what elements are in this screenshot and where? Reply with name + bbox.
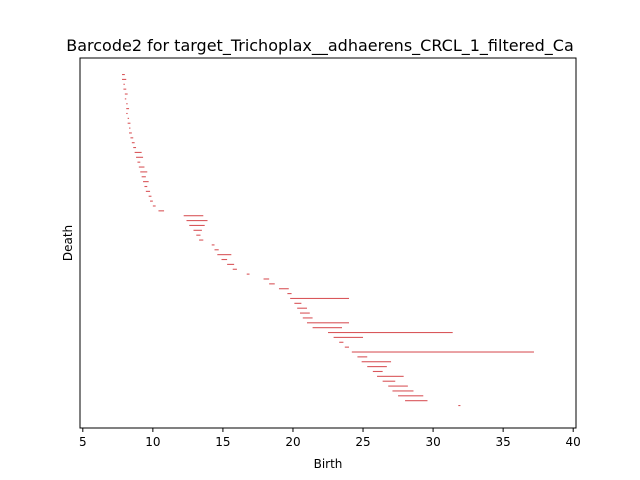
- y-axis-label: Death: [61, 225, 75, 261]
- x-tick-label: 25: [355, 435, 370, 449]
- barcode-bar: [193, 229, 202, 231]
- x-tick-label: 10: [145, 435, 160, 449]
- barcode-bar: [214, 249, 219, 251]
- barcode-bar: [129, 127, 131, 129]
- barcode-bar: [144, 185, 148, 188]
- barcode-bar: [137, 161, 141, 163]
- barcode-bar: [124, 93, 128, 95]
- barcode-bar: [148, 195, 152, 197]
- barcode-bar: [145, 190, 151, 192]
- barcode-bar: [297, 307, 307, 309]
- barcode-bar: [294, 302, 302, 304]
- x-tick-label: 20: [285, 435, 300, 449]
- barcode-bar: [131, 142, 135, 144]
- x-tick-label: 30: [425, 435, 440, 449]
- barcode-bar: [189, 224, 205, 226]
- barcode-bar: [122, 78, 127, 80]
- barcode-bar: [211, 244, 215, 246]
- barcode-bar: [269, 283, 275, 285]
- barcode-bar: [217, 254, 232, 256]
- barcode-bar: [392, 390, 414, 392]
- plot-frame: [79, 57, 577, 429]
- barcode-bar: [221, 258, 228, 261]
- x-axis-label: Birth: [314, 457, 343, 471]
- barcode-bar: [126, 112, 128, 115]
- barcode-bar: [312, 327, 343, 329]
- barcode-bar: [306, 322, 350, 324]
- bars-group: [122, 74, 534, 407]
- barcode-bar: [361, 361, 392, 363]
- barcode-bar: [133, 147, 137, 149]
- barcode-bar: [124, 98, 127, 100]
- x-tick-label: 35: [496, 435, 511, 449]
- barcode-bar: [140, 171, 148, 173]
- barcode-bar: [290, 297, 350, 300]
- barcode-bar: [143, 181, 149, 183]
- barcode-bar: [126, 108, 130, 110]
- barcode-bar: [372, 370, 383, 373]
- barcode-bar: [196, 234, 201, 236]
- barcode-bar: [158, 210, 165, 212]
- barcode-bar: [227, 263, 235, 265]
- x-tick-label: 5: [79, 435, 87, 449]
- barcode-bar: [246, 273, 250, 275]
- chart-title: Barcode2 for target_Trichoplax__adhaeren…: [66, 36, 574, 56]
- barcode-bar: [136, 156, 144, 158]
- barcode-bar: [199, 239, 204, 241]
- barcode-bar: [333, 336, 364, 338]
- x-axis: 5 10 15 20 25 30 35 40: [79, 428, 581, 449]
- barcode-bar: [382, 380, 396, 382]
- barcode-bar: [351, 351, 534, 353]
- barcode-bar: [405, 400, 428, 402]
- barcode-bar: [183, 215, 204, 217]
- barcode-bar: [141, 176, 146, 178]
- barcode-bar: [302, 317, 313, 319]
- barcode-bar: [130, 137, 134, 139]
- barcode-bar: [344, 346, 350, 348]
- x-tick-label: 15: [215, 435, 230, 449]
- barcode-bar: [263, 278, 270, 280]
- barcode-bar: [232, 268, 237, 270]
- barcode-bar: [152, 205, 156, 207]
- barcode-bar: [398, 395, 424, 397]
- barcode-bar: [127, 117, 130, 119]
- barcode-bar: [287, 293, 292, 295]
- barcode-bar: [127, 122, 131, 124]
- barcode-bar: [458, 405, 461, 407]
- barcode-bar: [123, 83, 125, 85]
- barcode-bar: [388, 385, 408, 387]
- barcode-bar: [138, 166, 145, 168]
- barcode-bar: [299, 312, 310, 314]
- barcode-bar: [328, 331, 453, 334]
- barcode-bar: [126, 103, 128, 105]
- barcode-bar: [150, 200, 153, 202]
- barcode-bar: [367, 366, 387, 368]
- barcode-bar: [339, 341, 344, 343]
- barcode-bar: [357, 356, 368, 358]
- barcode-bar: [186, 220, 208, 222]
- barcode-bar: [278, 288, 289, 290]
- barcode-bar: [134, 151, 142, 153]
- barcode-bar: [377, 375, 404, 377]
- x-tick-label: 40: [566, 435, 581, 449]
- barcode-bar: [122, 74, 125, 76]
- barcode-bar: [129, 132, 132, 134]
- barcode-bar: [123, 88, 127, 90]
